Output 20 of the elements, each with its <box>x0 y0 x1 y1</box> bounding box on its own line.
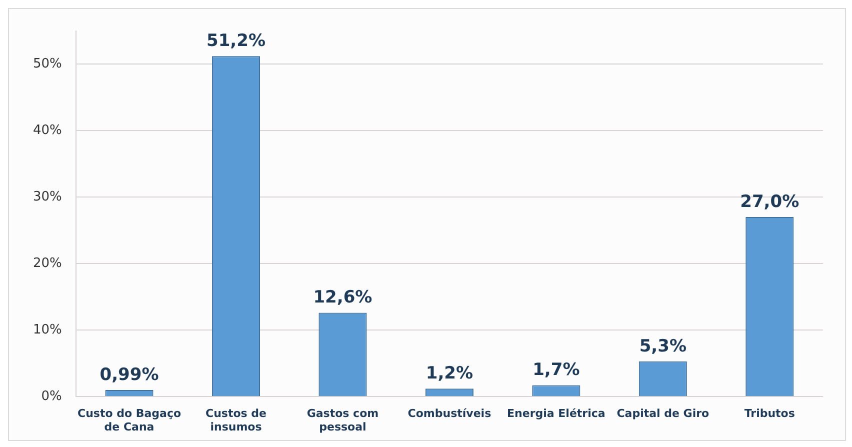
x-tick-label: Combustíveis <box>408 407 492 420</box>
x-tick-label: Tributos <box>744 407 796 420</box>
data-label: 0,99% <box>100 364 159 385</box>
x-tick-label: Custo do Bagaço de Cana <box>77 407 182 434</box>
x-tick-label: Custos de insumos <box>205 407 266 434</box>
data-label: 1,7% <box>532 360 580 380</box>
y-tick-label: 10% <box>32 322 62 338</box>
x-tick-label: Capital de Giro <box>616 407 710 420</box>
data-label: 51,2% <box>206 30 266 51</box>
y-tick-label: 50% <box>32 56 62 72</box>
x-tick-label: Gastos com pessoal <box>306 407 379 434</box>
data-label: 1,2% <box>426 364 474 384</box>
y-tick-label: 30% <box>32 189 62 204</box>
y-tick-label: 0% <box>41 388 62 404</box>
y-tick-label: 40% <box>32 122 62 138</box>
y-tick-label: 20% <box>32 256 62 271</box>
data-label: 27,0% <box>740 192 800 212</box>
x-tick-label: Energia Elétrica <box>507 407 606 420</box>
data-label: 5,3% <box>639 336 686 356</box>
data-label: 12,6% <box>313 288 372 308</box>
